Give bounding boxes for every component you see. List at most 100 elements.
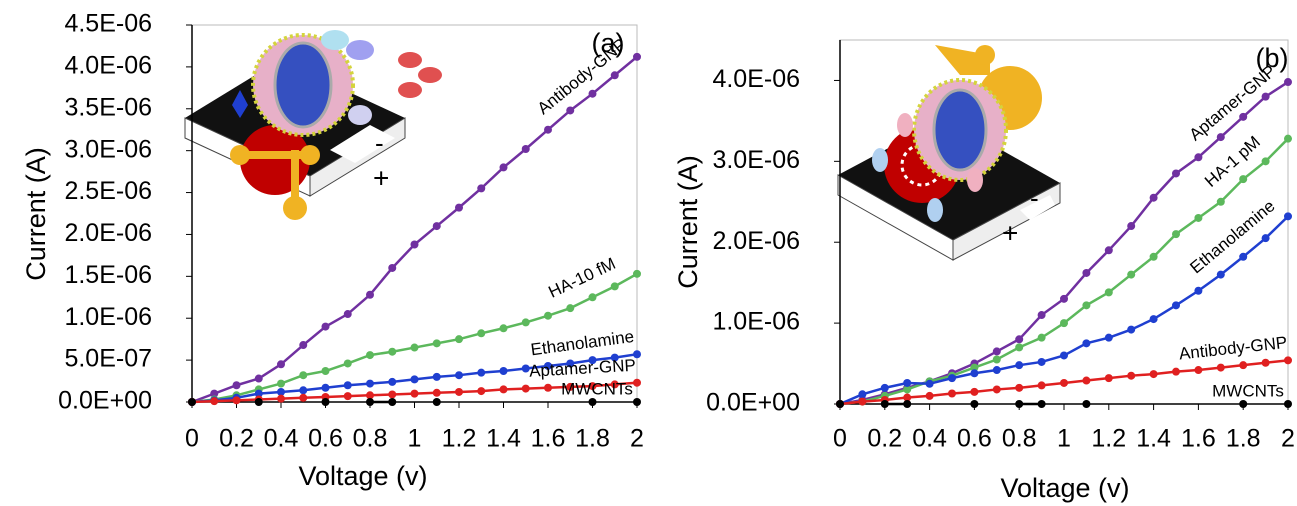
data-point: [299, 393, 308, 402]
series-label: HA-10 fM: [546, 254, 619, 302]
x-tick-label: 1.8: [1226, 425, 1261, 453]
data-point: [948, 389, 956, 398]
data-point: [1239, 252, 1248, 261]
data-point: [499, 385, 508, 394]
data-point: [992, 366, 1001, 375]
x-tick-label: 0.6: [957, 425, 992, 453]
data-point: [1261, 234, 1270, 243]
data-point: [366, 351, 374, 360]
data-point: [588, 398, 597, 406]
data-point: [477, 387, 486, 396]
data-point: [1060, 294, 1068, 303]
data-point: [1172, 367, 1180, 376]
x-tick-label: 1.6: [531, 425, 566, 453]
x-tick-label: 1.2: [1091, 425, 1126, 453]
data-point: [1127, 371, 1136, 380]
data-point: [366, 391, 374, 400]
series-label: Aptamer-GNP: [1186, 61, 1280, 144]
data-point: [343, 392, 352, 401]
data-point: [232, 381, 241, 390]
data-point: [1239, 112, 1248, 121]
data-point: [544, 383, 552, 392]
data-point: [432, 388, 441, 397]
data-point: [1239, 361, 1248, 370]
data-point: [521, 384, 530, 393]
device-illustration-b: + -: [837, 45, 1061, 261]
data-point: [1037, 311, 1046, 320]
data-point: [992, 385, 1001, 394]
data-point: [521, 318, 530, 327]
data-point: [321, 367, 330, 376]
minus-sign: -: [375, 128, 384, 158]
data-point: [858, 397, 867, 406]
panel-label: (b): [1256, 43, 1289, 73]
data-point: [366, 398, 374, 406]
data-point: [366, 290, 374, 299]
data-point: [948, 374, 956, 383]
data-point: [1261, 92, 1270, 101]
data-point: [432, 372, 441, 381]
data-point: [1284, 400, 1292, 408]
x-tick-label: 1: [408, 425, 422, 453]
data-point: [970, 363, 979, 372]
data-point: [1082, 400, 1091, 408]
data-point: [610, 353, 619, 362]
data-point: [210, 389, 219, 398]
x-tick-label: 1.4: [1136, 425, 1171, 453]
data-point: [610, 71, 619, 80]
data-point: [321, 398, 330, 406]
data-point: [633, 269, 641, 278]
panel-label: (a): [592, 28, 625, 58]
data-point: [410, 343, 419, 352]
y-tick-label: 5.0E-07: [64, 345, 152, 373]
data-point: [1284, 212, 1292, 221]
data-point: [388, 347, 397, 356]
x-tick-label: 0.2: [867, 425, 902, 453]
data-point: [277, 360, 285, 369]
data-point: [992, 355, 1001, 364]
data-point: [992, 347, 1001, 356]
data-point: [1239, 175, 1248, 184]
data-point: [1149, 193, 1158, 202]
series-label: Aptamer-GNP: [529, 356, 637, 381]
x-tick-label: 2: [630, 425, 644, 453]
data-point: [1284, 78, 1292, 87]
data-point: [588, 293, 597, 302]
y-tick-label: 3.0E-06: [712, 146, 800, 174]
data-point: [499, 324, 508, 333]
data-point: [388, 377, 397, 386]
y-tick-label: 2.0E-06: [64, 219, 152, 247]
data-point: [610, 380, 619, 389]
data-point: [566, 106, 575, 115]
data-point: [1261, 157, 1270, 166]
data-point: [1015, 343, 1024, 352]
data-point: [970, 400, 979, 408]
data-point: [499, 367, 508, 376]
y-tick-label: 3.0E-06: [64, 135, 152, 163]
series-label: MWCNTs: [561, 379, 633, 398]
data-point: [277, 387, 285, 396]
data-point: [588, 382, 597, 391]
plus-sign: +: [373, 162, 389, 193]
y-axis-title: Current (A): [21, 147, 51, 281]
data-point: [1194, 153, 1203, 162]
data-point: [455, 203, 463, 212]
x-tick-label: 1.2: [442, 425, 477, 453]
y-tick-label: 2.0E-06: [712, 227, 800, 255]
data-point: [1172, 230, 1180, 239]
data-point: [455, 387, 463, 396]
data-point: [254, 398, 263, 406]
x-tick-label: 0.4: [264, 425, 299, 453]
data-point: [321, 322, 330, 331]
data-point: [477, 368, 486, 377]
data-point: [633, 398, 641, 406]
y-tick-label: 4.0E-06: [64, 51, 152, 79]
x-tick-label: 0: [833, 425, 847, 453]
x-tick-label: 1.6: [1181, 425, 1216, 453]
data-point: [1172, 169, 1180, 178]
y-tick-label: 1.0E-06: [712, 308, 800, 336]
data-point: [1127, 222, 1136, 231]
data-point: [1216, 197, 1225, 206]
data-point: [1149, 252, 1158, 261]
